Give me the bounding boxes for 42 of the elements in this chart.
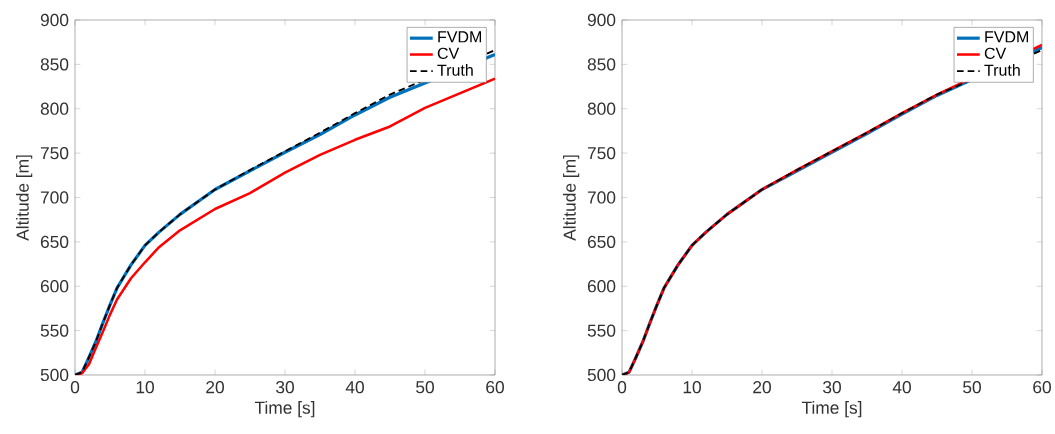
y-tick-label: 700 xyxy=(587,191,616,204)
y-tick-label: 500 xyxy=(587,368,616,382)
legend-label: Truth xyxy=(984,64,1020,76)
y-tick-label: 850 xyxy=(40,58,69,71)
legend-label: CV xyxy=(437,47,460,59)
y-tick-label: 750 xyxy=(587,146,616,160)
y-tick-label: 800 xyxy=(587,102,616,115)
y-tick-label: 600 xyxy=(587,280,616,293)
y-tick-label: 550 xyxy=(587,324,616,337)
x-tick-label: 40 xyxy=(892,381,911,394)
y-tick-label: 800 xyxy=(40,102,69,115)
y-axis-title: Altitude [m] xyxy=(16,155,33,241)
x-tick-label: 10 xyxy=(683,381,701,394)
x-axis-title: Time [s] xyxy=(254,401,315,418)
x-axis-title: Time [s] xyxy=(801,401,862,418)
y-tick-label: 900 xyxy=(587,13,616,27)
x-tick-label: 40 xyxy=(345,381,364,394)
y-tick-label: 900 xyxy=(40,13,69,27)
y-axis-title: Altitude [m] xyxy=(563,155,580,241)
y-tick-label: 550 xyxy=(40,324,69,337)
y-tick-label: 850 xyxy=(587,58,616,71)
legend-label: CV xyxy=(984,47,1007,59)
x-tick-label: 30 xyxy=(823,381,841,394)
y-tick-label: 500 xyxy=(40,368,69,382)
y-tick-label: 700 xyxy=(40,191,69,204)
x-tick-label: 20 xyxy=(206,381,224,394)
y-tick-label: 650 xyxy=(40,235,69,248)
x-tick-label: 60 xyxy=(486,381,504,394)
x-tick-label: 0 xyxy=(617,381,627,394)
x-tick-label: 20 xyxy=(753,381,771,394)
y-tick-label: 650 xyxy=(587,235,616,248)
x-tick-label: 10 xyxy=(136,381,154,394)
x-tick-label: 50 xyxy=(963,381,981,394)
legend-label: FVDM xyxy=(438,31,482,43)
legend-label: FVDM xyxy=(985,31,1028,43)
y-tick-label: 750 xyxy=(40,146,69,160)
x-tick-label: 0 xyxy=(70,381,80,394)
x-tick-label: 60 xyxy=(1033,381,1051,394)
y-tick-label: 600 xyxy=(40,280,69,293)
legend-label: Truth xyxy=(437,64,473,76)
x-tick-label: 50 xyxy=(416,381,434,394)
x-tick-label: 30 xyxy=(276,381,294,394)
